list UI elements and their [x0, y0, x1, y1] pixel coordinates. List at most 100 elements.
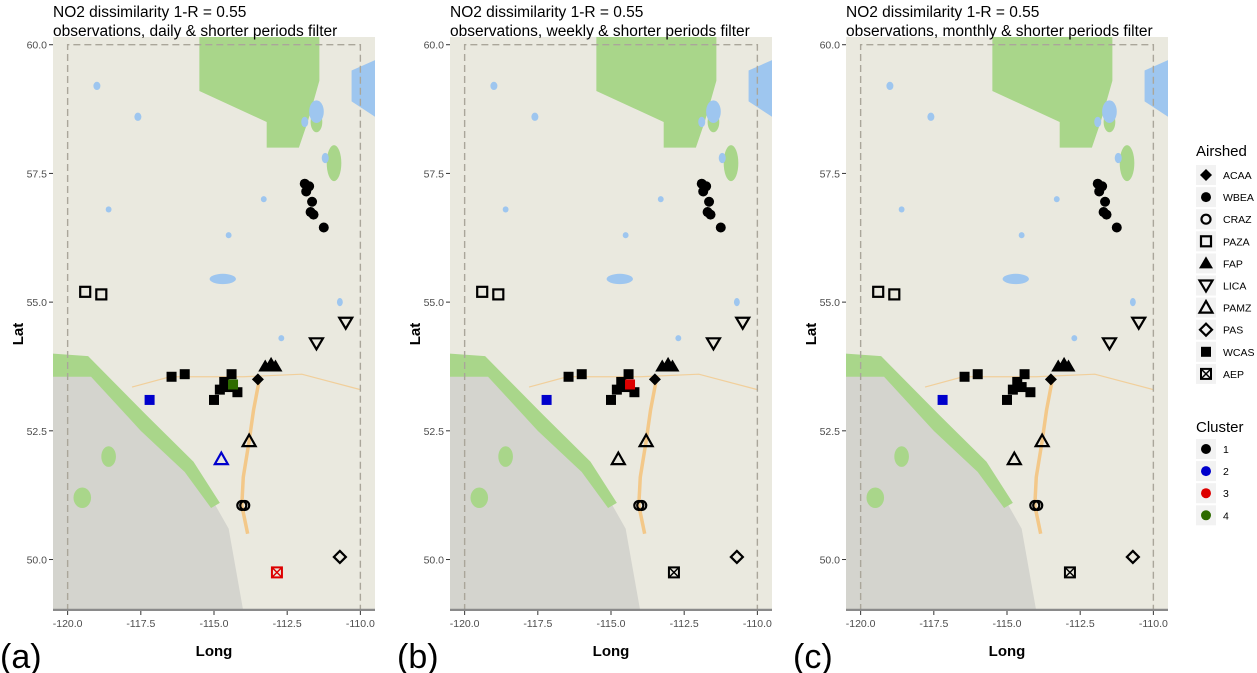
point-wcas: [606, 394, 616, 405]
basemap: [53, 37, 375, 611]
legend-marker-icon: [1200, 169, 1212, 181]
y-tick-label: 52.5: [27, 426, 48, 438]
lake-athabasca: [748, 60, 772, 117]
point-paza: [95, 288, 108, 301]
legend-dot-icon: [1201, 488, 1211, 499]
point-wcas: [611, 384, 622, 395]
x-tick-label: -110.0: [346, 618, 375, 630]
y-tick-label: 55.0: [820, 297, 841, 309]
point-pamz: [1033, 432, 1051, 448]
point-acaa: [648, 373, 661, 386]
y-tick-label: 55.0: [424, 297, 445, 309]
legend-cluster-4: 4: [1196, 505, 1229, 526]
legend-item-wbea: WBEA: [1196, 187, 1254, 208]
legend-label: WCAS: [1223, 347, 1255, 359]
legend-item-aep: AEP: [1196, 363, 1244, 384]
forest-patch: [894, 446, 909, 467]
point-wbea: [705, 209, 716, 220]
panel-title-line2: observations, weekly & shorter periods f…: [450, 23, 750, 40]
x-tick-label: -120.0: [846, 618, 876, 630]
legend-label: 3: [1223, 488, 1229, 500]
point-pamz: [212, 450, 230, 466]
point-wcas: [1016, 382, 1027, 393]
legend-item-pamz: PAMZ: [1196, 297, 1252, 318]
data-points: [872, 178, 1148, 579]
point-aep: [270, 566, 283, 579]
panel-label: (b): [397, 638, 439, 673]
point-pas: [332, 549, 348, 565]
forest-patch: [866, 487, 885, 509]
x-tick-label: -117.5: [523, 618, 552, 630]
x-tick-label: -110.0: [743, 618, 772, 630]
panel-label: (c): [793, 638, 833, 673]
lake: [93, 81, 101, 91]
legend-dot-icon: [1201, 510, 1211, 521]
legend-label: WBEA: [1223, 192, 1254, 204]
point-fap: [665, 359, 680, 372]
point-lica: [705, 337, 722, 352]
forest-strip: [846, 353, 1013, 509]
lake: [718, 152, 726, 164]
point-wbea: [301, 186, 312, 197]
lake: [886, 81, 894, 91]
point-wcas: [144, 394, 155, 405]
panels-layer: -120.0 -117.5 -115.0 -112.5 -110.0 50.0 52.5 55…: [0, 4, 1168, 673]
y-tick-label: 52.5: [424, 426, 445, 438]
point-wbea: [308, 209, 319, 220]
forest-patch: [101, 446, 116, 467]
point-aep: [1063, 566, 1076, 579]
legend-label: LICA: [1223, 281, 1246, 293]
legend-item-wcas: WCAS: [1196, 341, 1255, 362]
x-tick-label: -115.0: [200, 618, 229, 630]
point-wcas: [625, 379, 636, 390]
legend-label: 1: [1223, 444, 1229, 456]
x-tick-label: -120.0: [53, 618, 83, 630]
legend-marker-icon: [1198, 322, 1214, 338]
point-wcas: [541, 394, 552, 405]
forest-patch: [73, 487, 92, 509]
point-wcas: [623, 369, 634, 380]
point-paza: [79, 285, 92, 298]
y-axis-title: Lat: [407, 323, 424, 346]
x-tick-label: -112.5: [273, 618, 302, 630]
legend: Airshed ACAA WBEA CRAZ PAZA FAP LICA PAMZ PAS WC…: [1196, 143, 1255, 526]
point-pamz: [609, 450, 627, 466]
point-pamz: [1005, 450, 1023, 466]
lake: [531, 112, 539, 121]
lake: [309, 100, 324, 123]
lake: [490, 81, 498, 91]
point-wcas: [972, 369, 983, 380]
lake-athabasca: [351, 60, 375, 117]
mountain-region: [450, 361, 641, 611]
y-tick-label: 50.0: [820, 555, 841, 567]
point-wbea: [715, 222, 726, 233]
legend-cluster-2: 2: [1196, 461, 1229, 482]
lake: [1053, 196, 1060, 203]
point-wcas: [1002, 394, 1012, 405]
lake: [321, 152, 329, 164]
lake: [502, 206, 509, 213]
legend-item-craz: CRAZ: [1196, 209, 1252, 230]
point-wbea: [1094, 186, 1105, 197]
panel-title-line1: NO2 dissimilarity 1-R = 0.55: [450, 4, 643, 21]
mountain-region: [846, 361, 1037, 611]
legend-label: PAZA: [1223, 236, 1250, 248]
point-craz: [1032, 499, 1044, 512]
forest-park: [199, 37, 320, 148]
panel-title-line2: observations, daily & shorter periods fi…: [53, 23, 337, 40]
legend-marker-icon: [1201, 192, 1211, 203]
legend-airshed-items: ACAA WBEA CRAZ PAZA FAP LICA PAMZ PAS WCAS AEP: [1196, 165, 1255, 384]
legend-marker-icon: [1200, 213, 1212, 225]
point-wbea: [318, 222, 329, 233]
lake: [1018, 232, 1025, 239]
lake: [225, 232, 232, 239]
legend-label: 4: [1223, 510, 1229, 522]
basemap: [450, 37, 772, 611]
point-wcas: [209, 394, 219, 405]
legend-label: PAMZ: [1223, 303, 1252, 315]
x-tick-label: -120.0: [450, 618, 480, 630]
point-wcas: [179, 369, 190, 380]
lake-athabasca: [1144, 60, 1168, 117]
legend-label: 2: [1223, 466, 1229, 478]
basemap: [846, 37, 1168, 611]
